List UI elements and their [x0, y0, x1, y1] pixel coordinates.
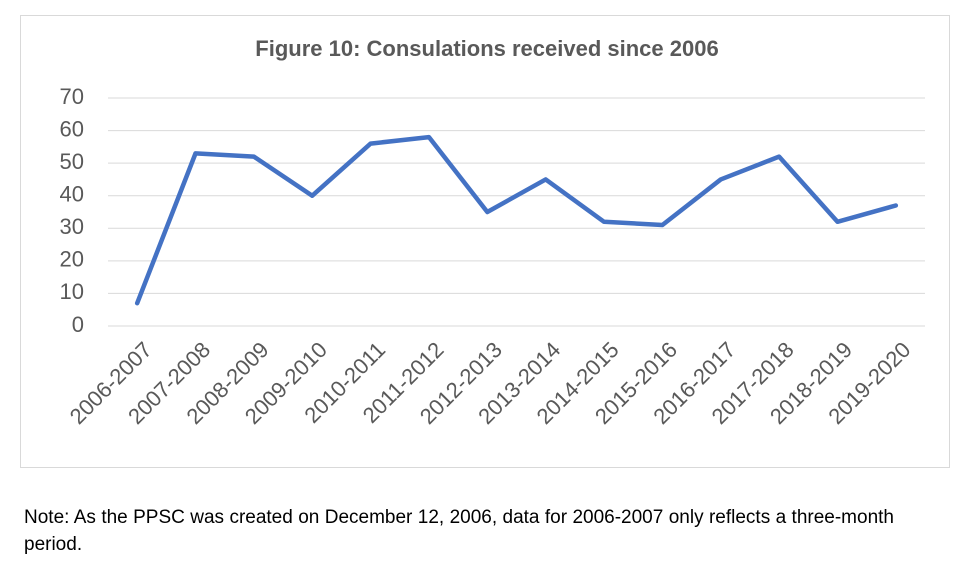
y-tick-label: 40	[60, 182, 84, 207]
chart: Figure 10: Consulations received since 2…	[20, 15, 950, 468]
y-tick-label: 0	[72, 312, 84, 337]
y-tick-label: 50	[60, 149, 84, 174]
y-tick-label: 70	[60, 84, 84, 109]
y-tick-label: 10	[60, 279, 84, 304]
y-tick-label: 20	[60, 247, 84, 272]
note: Note: As the PPSC was created on Decembe…	[24, 507, 894, 555]
line-series	[134, 134, 899, 306]
chart-frame	[20, 15, 950, 468]
chart-title: Figure 10: Consulations received since 2…	[255, 36, 718, 61]
y-tick-label: 30	[60, 214, 84, 239]
y-tick-label: 60	[60, 116, 84, 141]
